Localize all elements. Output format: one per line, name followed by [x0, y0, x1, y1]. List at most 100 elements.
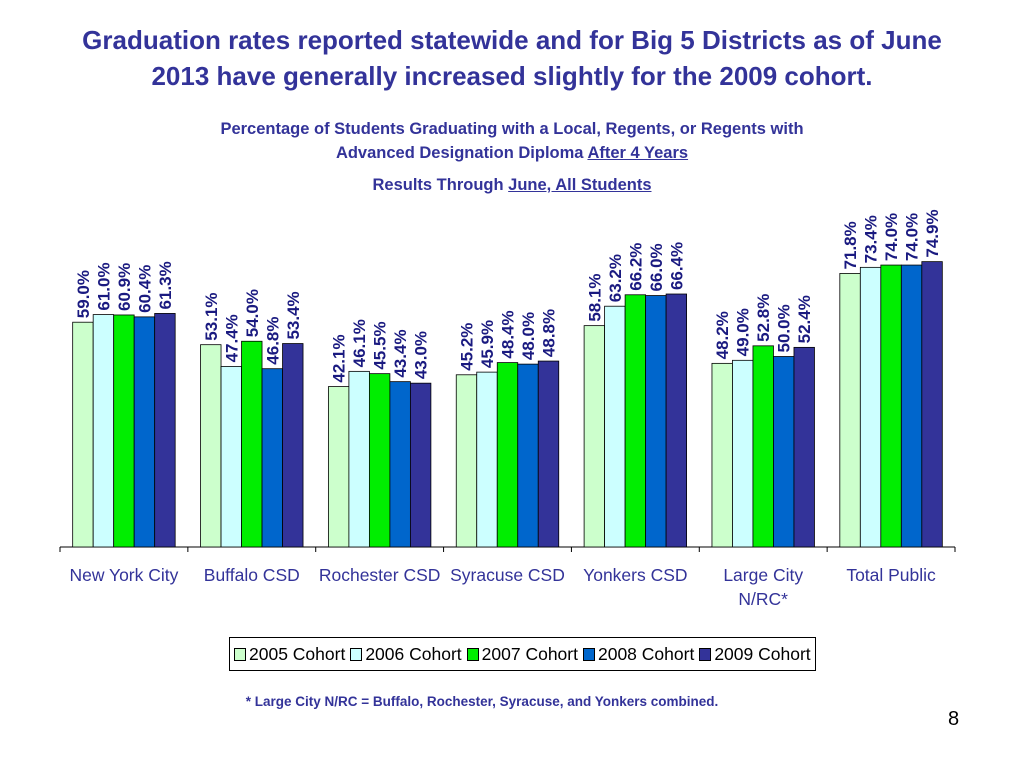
legend-swatch-2009-cohort — [699, 647, 712, 661]
data-label-large-city-n-rc-2008-cohort: 50.0% — [775, 304, 794, 352]
bar-rochester-csd-2006-cohort — [348, 370, 370, 548]
data-label-total-public-2009-cohort: 74.9% — [923, 209, 942, 257]
bar-yonkers-csd-2007-cohort — [624, 294, 647, 548]
slide-title-line2: 2013 have generally increased slightly f… — [151, 61, 873, 91]
data-label-rochester-csd-2006-cohort: 46.1% — [350, 319, 369, 367]
legend-item-2008-cohort: 2008 Cohort — [582, 643, 695, 665]
bar-yonkers-csd-2006-cohort — [604, 305, 626, 548]
data-label-rochester-csd-2007-cohort: 45.5% — [371, 321, 390, 369]
category-label-new-york-city: New York City — [69, 565, 178, 585]
data-label-new-york-city-2007-cohort: 60.9% — [115, 263, 134, 311]
legend-swatch-2007-cohort — [466, 647, 479, 661]
slide-title-line1: Graduation rates reported statewide and … — [82, 25, 942, 55]
data-label-new-york-city-2006-cohort: 61.0% — [94, 262, 113, 310]
bar-buffalo-csd-2007-cohort — [241, 340, 263, 548]
bar-rochester-csd-2005-cohort — [327, 386, 350, 548]
results-through: Results Through June, All Students — [0, 176, 1024, 195]
category-label-large-city-n-rc: Large City — [723, 565, 803, 585]
category-label-large-city-n-rc-line2: N/RC* — [738, 589, 788, 609]
bar-group-syracuse-csd: 45.2% 45.9% 48.4% 48.0% 48.8% — [455, 309, 560, 548]
bar-new-york-city-2007-cohort — [113, 314, 135, 548]
data-label-buffalo-csd-2005-cohort: 53.1% — [202, 292, 221, 340]
data-label-yonkers-csd-2005-cohort: 58.1% — [585, 273, 604, 321]
legend-item-2007-cohort: 2007 Cohort — [466, 643, 578, 665]
data-label-large-city-n-rc-2006-cohort: 49.0% — [734, 308, 753, 356]
category-label-buffalo-csd: Buffalo CSD — [204, 565, 300, 585]
data-label-total-public-2008-cohort: 74.0% — [903, 213, 922, 261]
bar-buffalo-csd-2008-cohort — [261, 368, 283, 548]
bar-syracuse-csd-2009-cohort — [537, 360, 560, 548]
chart-subtitle: Percentage of Students Graduating with a… — [0, 117, 1024, 165]
results-prefix: Results Through — [372, 176, 509, 194]
bar-new-york-city-2005-cohort — [72, 321, 94, 548]
slide-title: Graduation rates reported statewide and … — [0, 22, 1024, 94]
bar-large-city-n-rc-2008-cohort — [773, 356, 795, 548]
bar-new-york-city-2008-cohort — [133, 316, 156, 548]
results-june-all-students: June, All Students — [508, 176, 652, 194]
data-label-large-city-n-rc-2009-cohort: 52.4% — [795, 295, 814, 343]
category-label-yonkers-csd: Yonkers CSD — [583, 565, 687, 585]
data-label-new-york-city-2008-cohort: 60.4% — [135, 265, 154, 313]
bar-large-city-n-rc-2006-cohort — [732, 359, 754, 548]
subtitle-prefix: Advanced Designation Diploma — [335, 144, 588, 162]
bar-rochester-csd-2009-cohort — [409, 382, 432, 548]
bar-total-public-2006-cohort — [859, 266, 882, 548]
legend-label-2009-cohort: 2009 Cohort — [714, 643, 811, 664]
chart-subtitle-line1: Percentage of Students Graduating with a… — [220, 120, 804, 138]
legend-swatch-2005-cohort — [234, 647, 246, 661]
bar-total-public-2005-cohort — [839, 273, 861, 548]
legend-swatch-2006-cohort — [350, 647, 363, 661]
bar-group-large-city-n-rc: 48.2% 49.0% 52.8% 50.0% 52.4% — [711, 294, 815, 548]
data-label-syracuse-csd-2007-cohort: 48.4% — [499, 310, 518, 358]
data-label-rochester-csd-2009-cohort: 43.0% — [412, 331, 431, 379]
bar-syracuse-csd-2007-cohort — [496, 362, 519, 548]
data-label-buffalo-csd-2006-cohort: 47.4% — [222, 314, 241, 362]
category-label-total-public: Total Public — [846, 565, 936, 585]
bar-syracuse-csd-2008-cohort — [517, 363, 539, 548]
bar-yonkers-csd-2005-cohort — [583, 325, 606, 548]
data-label-total-public-2005-cohort: 71.8% — [841, 221, 860, 269]
data-label-buffalo-csd-2009-cohort: 53.4% — [284, 291, 303, 339]
bar-buffalo-csd-2005-cohort — [200, 344, 222, 548]
data-label-syracuse-csd-2006-cohort: 45.9% — [478, 320, 497, 368]
bar-total-public-2007-cohort — [880, 264, 902, 548]
bar-buffalo-csd-2009-cohort — [282, 343, 304, 548]
data-label-syracuse-csd-2009-cohort: 48.8% — [540, 309, 559, 357]
bar-large-city-n-rc-2007-cohort — [752, 345, 774, 548]
data-label-total-public-2006-cohort: 73.4% — [862, 215, 881, 263]
data-label-yonkers-csd-2006-cohort: 63.2% — [606, 254, 625, 302]
bar-rochester-csd-2007-cohort — [368, 373, 391, 548]
bar-group-yonkers-csd: 58.1% 63.2% 66.2% 66.0% 66.4% — [583, 242, 688, 548]
category-label-syracuse-csd: Syracuse CSD — [450, 565, 565, 585]
data-label-large-city-n-rc-2005-cohort: 48.2% — [713, 311, 732, 359]
bar-yonkers-csd-2008-cohort — [645, 295, 667, 548]
bar-group-total-public: 71.8% 73.4% 74.0% 74.0% 74.9% — [839, 209, 943, 548]
bar-syracuse-csd-2006-cohort — [476, 371, 498, 548]
chart-subtitle-line2: Advanced Designation Diploma After 4 Yea… — [0, 141, 1024, 165]
data-label-total-public-2007-cohort: 74.0% — [882, 213, 901, 261]
data-label-yonkers-csd-2008-cohort: 66.0% — [647, 243, 666, 291]
footnote: * Large City N/RC = Buffalo, Rochester, … — [245, 694, 719, 709]
data-label-buffalo-csd-2008-cohort: 46.8% — [263, 316, 282, 364]
bar-large-city-n-rc-2005-cohort — [711, 362, 733, 548]
category-label-rochester-csd: Rochester CSD — [319, 565, 441, 585]
data-label-new-york-city-2005-cohort: 59.0% — [74, 270, 93, 318]
bar-buffalo-csd-2006-cohort — [220, 366, 242, 548]
data-label-large-city-n-rc-2007-cohort: 52.8% — [754, 294, 773, 342]
bar-yonkers-csd-2009-cohort — [665, 293, 688, 548]
legend-label-2007-cohort: 2007 Cohort — [481, 643, 578, 664]
bar-total-public-2008-cohort — [900, 264, 923, 548]
legend-swatch-2008-cohort — [582, 647, 595, 661]
legend-item-2005-cohort: 2005 Cohort — [234, 644, 345, 665]
bar-syracuse-csd-2005-cohort — [455, 374, 478, 548]
data-label-syracuse-csd-2005-cohort: 45.2% — [458, 323, 477, 371]
legend-item-2006-cohort: 2006 Cohort — [350, 643, 462, 665]
chart-legend: 2005 Cohort 2006 Cohort 2007 Cohort 2008 Co… — [229, 637, 816, 671]
data-label-rochester-csd-2005-cohort: 42.1% — [330, 334, 349, 382]
bar-group-rochester-csd: 42.1% 46.1% 45.5% 43.4% 43.0% — [327, 319, 432, 548]
legend-label-2006-cohort: 2006 Cohort — [365, 643, 462, 664]
page-number: 8 — [948, 708, 960, 730]
bar-group-new-york-city: 59.0% 61.0% 60.9% 60.4% 61.3% — [72, 261, 176, 548]
data-label-buffalo-csd-2007-cohort: 54.0% — [243, 289, 262, 337]
legend-label-2008-cohort: 2008 Cohort — [597, 643, 695, 664]
